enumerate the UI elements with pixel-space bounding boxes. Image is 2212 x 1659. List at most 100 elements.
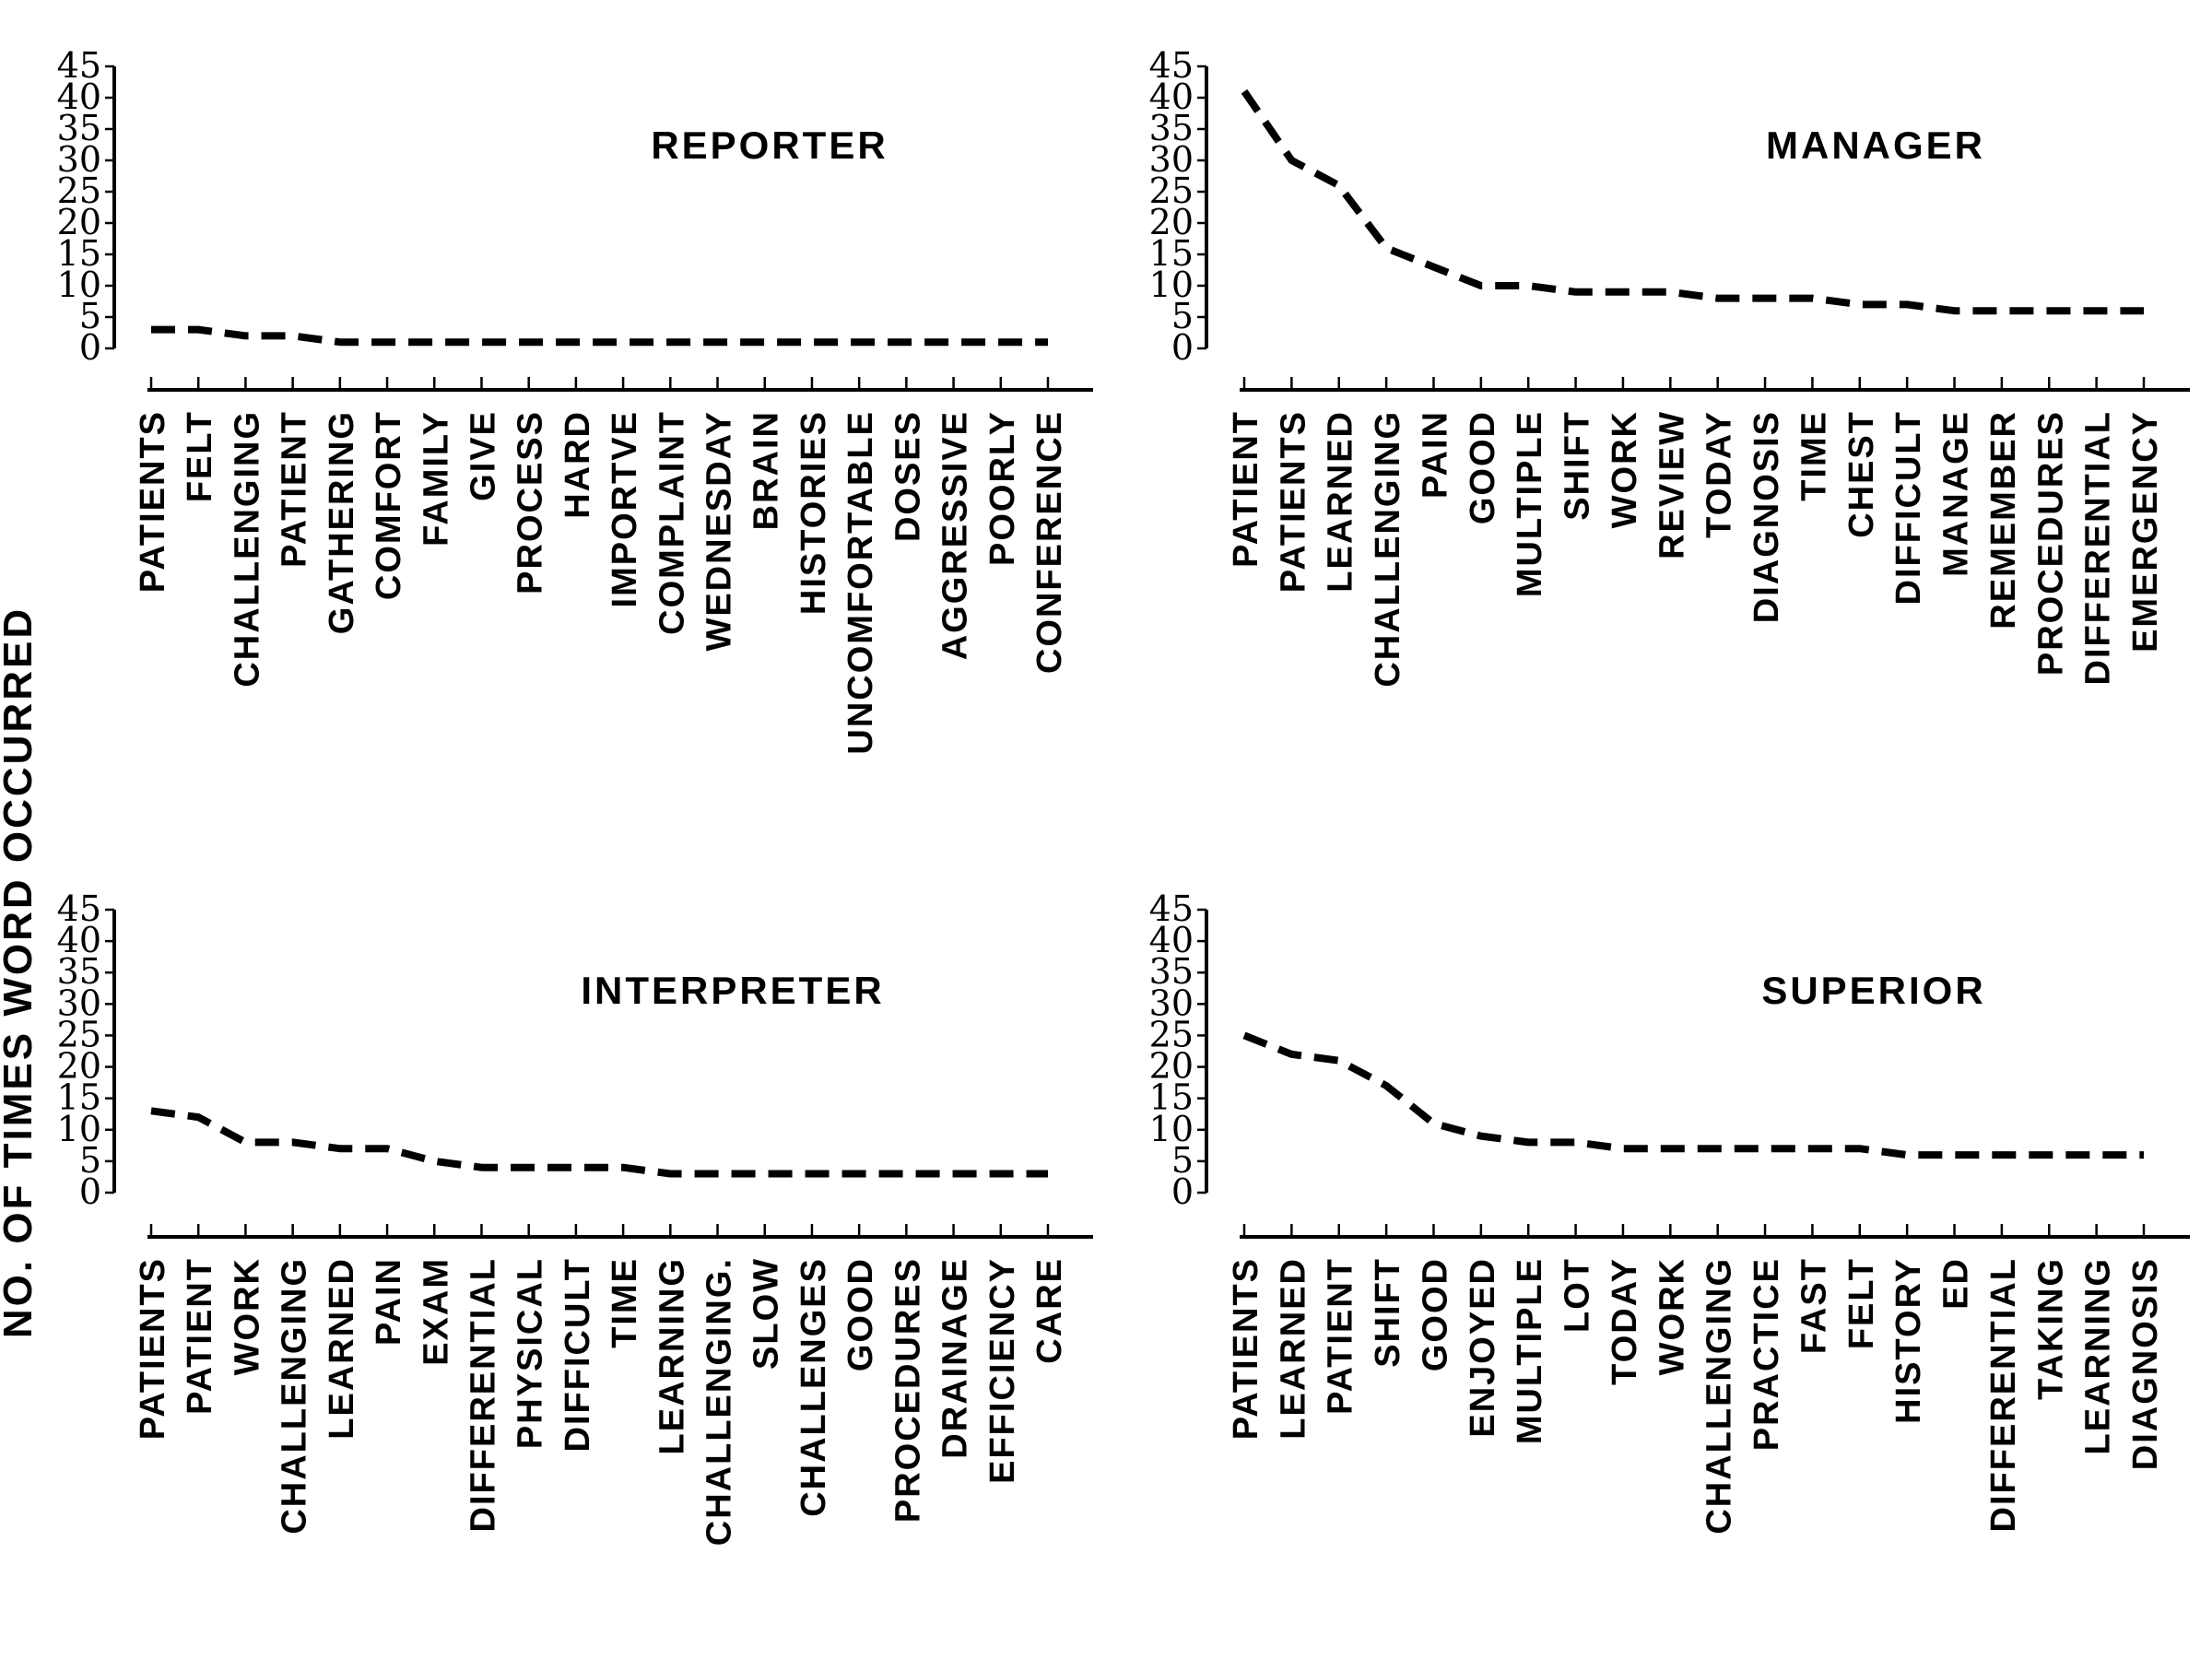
y-tick-label: 20 (1149, 202, 1194, 242)
y-axis-title: NO. OF TIMES WORD OCCURRED (0, 606, 41, 1338)
x-tick-label: ENJOYED (1464, 1257, 1502, 1438)
y-tick-label: 30 (1149, 982, 1194, 1023)
x-tick-label: SLOW (747, 1257, 786, 1370)
x-tick-label: PROCEDURES (2031, 410, 2070, 676)
chart-title: MANAGER (1766, 124, 1985, 167)
data-point (431, 339, 437, 345)
series-line (151, 325, 1048, 347)
y-tick-label: 45 (1149, 45, 1194, 86)
data-point (1762, 1146, 1768, 1151)
x-tick-label: REMEMBER (1984, 410, 2023, 629)
x-tick-label: LEARNING (653, 1257, 691, 1454)
x-tick-label: LEARNING (2079, 1257, 2118, 1454)
y-tick-label: 5 (79, 1140, 101, 1181)
data-point (1999, 308, 2005, 313)
x-tick-label: WEDNESDAY (700, 410, 739, 652)
x-tick-label: CHALLENGING (1369, 410, 1407, 688)
y-tick-label: 25 (1149, 171, 1194, 211)
x-tick-label: HISTORIES (794, 410, 833, 615)
y-tick-label: 15 (1149, 1077, 1194, 1118)
y-tick-label: 20 (1149, 1046, 1194, 1087)
x-tick-label: PATIENTS (134, 410, 172, 593)
x-tick-label: PATIENTS (1274, 410, 1312, 593)
x-tick-label: EFFICIENCY (983, 1257, 1022, 1484)
chart-title: REPORTER (651, 124, 888, 167)
x-tick-label: TODAY (1700, 410, 1739, 538)
y-tick-label: 35 (1149, 108, 1194, 148)
y-tick-label: 20 (57, 1046, 101, 1087)
x-tick-label: HISTORY (1889, 1257, 1928, 1424)
x-tick-label: UNCOMFORTABLE (841, 410, 880, 755)
x-tick-label: AGGRESSIVE (936, 410, 975, 660)
data-point (951, 339, 957, 345)
x-tick-label: COMFORT (370, 410, 408, 600)
x-tick-label: CHALLENGING (1700, 1257, 1739, 1535)
data-point (809, 339, 815, 345)
x-tick-label: LEARNED (323, 1257, 361, 1440)
x-tick-label: TODAY (1606, 1257, 1644, 1385)
chart-title: SUPERIOR (1761, 969, 1985, 1012)
x-tick-label: GOOD (841, 1257, 880, 1371)
x-tick-label: MULTIPLE (1511, 410, 1549, 597)
x-tick-label: CHALLENGING (228, 410, 266, 688)
x-tick-label: PROCESS (512, 410, 550, 594)
data-point (1383, 245, 1389, 251)
x-tick-label: PRACTICE (1747, 1257, 1786, 1451)
x-tick-label: GOOD (1464, 410, 1502, 524)
x-tick-label: PATIENT (1227, 410, 1265, 568)
y-tick-label: 40 (1149, 920, 1194, 960)
x-tick-label: REVIEW (1653, 410, 1691, 559)
y-tick-label: 15 (57, 233, 101, 274)
data-point (242, 1139, 248, 1145)
x-tick-label: TIME (606, 1257, 644, 1348)
x-tick-label: PAIN (1416, 410, 1454, 499)
y-tick-label: 10 (1149, 265, 1194, 305)
data-point (1525, 283, 1531, 288)
x-tick-label: WORK (1653, 1257, 1691, 1375)
x-tick-label: PAIN (370, 1257, 408, 1346)
y-tick-label: 45 (57, 45, 101, 86)
x-tick-label: CONFERENCE (1030, 410, 1069, 674)
x-tick-label: CHALLENGING (276, 1257, 314, 1535)
x-tick-label: MULTIPLE (1511, 1257, 1549, 1444)
x-tick-label: CARE (1030, 1257, 1069, 1364)
x-tick-label: LEARNED (1274, 1257, 1312, 1440)
data-point (431, 1159, 437, 1164)
x-tick-label: HARD (559, 410, 597, 519)
x-tick-label: DRAINAGE (936, 1257, 975, 1459)
x-tick-label: EXAM (417, 1257, 455, 1366)
x-tick-label: PHYSICAL (512, 1257, 550, 1449)
y-tick-label: 35 (57, 951, 101, 992)
x-tick-label: CHALLENGING. (700, 1257, 739, 1546)
data-point (903, 1171, 909, 1177)
x-tick-label: FELT (181, 410, 219, 502)
x-tick-label: SHIFT (1369, 1257, 1407, 1368)
y-tick-label: 10 (57, 265, 101, 305)
x-tick-label: IMPORTVE (606, 410, 644, 607)
y-tick-label: 45 (1149, 888, 1194, 929)
x-tick-label: EMERGENCY (2126, 410, 2165, 653)
y-tick-label: 0 (1171, 1171, 1194, 1212)
y-tick-label: 40 (57, 920, 101, 960)
x-tick-label: DIAGNOSIS (2126, 1257, 2165, 1470)
series-line (1242, 1031, 2144, 1159)
data-point (1336, 182, 1342, 188)
x-tick-label: FAST (1794, 1257, 1833, 1354)
data-point (620, 339, 626, 345)
series-line (1241, 88, 2144, 315)
x-tick-label: TIME (1794, 410, 1833, 501)
x-tick-label: ED (1937, 1257, 1976, 1310)
y-tick-label: 25 (1149, 1014, 1194, 1054)
y-tick-label: 40 (1149, 76, 1194, 117)
x-tick-label: WORK (1606, 410, 1644, 528)
y-tick-label: 0 (1171, 327, 1194, 368)
x-tick-label: FAMILY (417, 410, 455, 547)
x-tick-label: GOOD (1416, 1257, 1454, 1371)
y-tick-label: 10 (57, 1109, 101, 1149)
x-tick-label: DIFFERENTIAL (2079, 410, 2118, 685)
y-tick-label: 5 (79, 296, 101, 336)
